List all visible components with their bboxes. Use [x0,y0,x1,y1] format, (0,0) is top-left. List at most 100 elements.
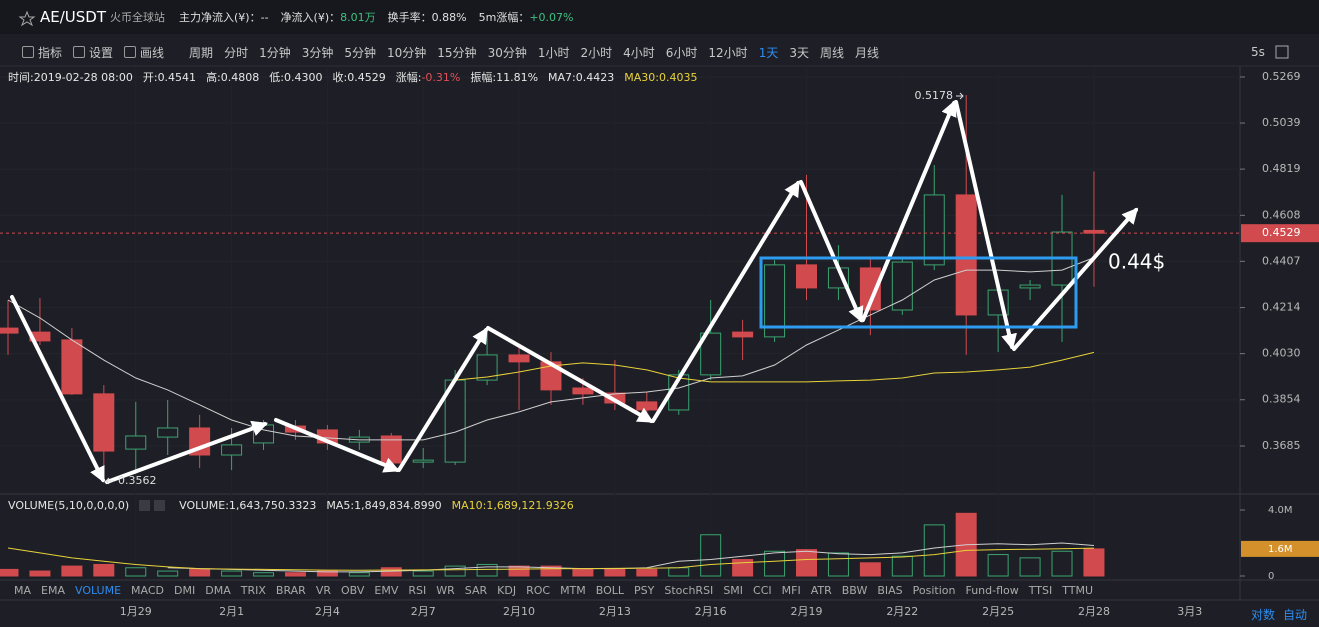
indicator[interactable]: TRIX [240,584,266,597]
ma-line [7,547,1095,571]
ma-line [167,542,1095,573]
candle-body [157,427,179,438]
indicator[interactable]: DMI [174,584,196,597]
indicator[interactable]: TTMU [1062,584,1094,597]
candle-body [0,327,19,334]
info-label: 高: [206,71,221,84]
indicator[interactable]: Fund-flow [965,584,1019,597]
period[interactable]: 分时 [224,45,249,60]
x-tick-label: 2月4 [315,605,340,618]
fullscreen-icon[interactable] [1275,45,1289,59]
indicator[interactable]: OBV [341,584,365,597]
volume-info: VOLUME(5,10,0,0,0,0) VOLUME:1,643,750.332… [8,496,574,514]
indicator[interactable]: SMI [723,584,744,597]
period[interactable]: 12小时 [708,45,748,60]
candle-body [508,354,530,363]
indicator[interactable]: ATR [810,584,832,597]
indicator[interactable]: VOLUME [74,584,122,597]
volume-bar [93,563,115,577]
info-value: 0.4035 [658,70,698,84]
period[interactable]: 2小时 [580,45,613,60]
period[interactable]: 1天 [758,45,779,60]
volume-bar [380,567,402,577]
indicator[interactable]: TTSI [1028,584,1053,597]
period[interactable]: 15分钟 [437,45,477,60]
info-label: MA30: [624,70,659,84]
refresh[interactable]: 5s [1251,45,1265,59]
period[interactable]: 10分钟 [387,45,427,60]
period[interactable]: 4小时 [623,45,655,60]
volume-tick-label: 4.0M [1268,505,1293,516]
period[interactable]: 1分钟 [259,45,291,60]
info-label: 时间: [8,71,34,84]
stat-value: 8.01万 [340,11,376,24]
tool[interactable]: 画线 [140,45,165,60]
x-tick-label: 2月28 [1078,605,1110,618]
stat-label: 净流入(¥)： [280,11,341,24]
indicator[interactable]: DMA [205,584,231,597]
y-tick-label: 0.4608 [1262,208,1301,221]
indicator[interactable]: WR [436,584,455,597]
tool[interactable]: 设置 [89,45,114,60]
period[interactable]: 6小时 [665,45,698,60]
indicator[interactable]: StochRSI [664,584,714,597]
period[interactable]: 周线 [819,45,844,60]
indicator[interactable]: ROC [526,584,551,597]
volume-bar [732,559,754,577]
indicator[interactable]: EMV [374,584,399,597]
period[interactable]: 1小时 [537,45,570,60]
toolbar-right: 5s [1251,38,1289,66]
indicator[interactable]: VR [315,584,331,597]
y-tick-label: 0.4030 [1262,347,1301,360]
x-tick-label: 2月7 [411,605,436,618]
drawn-box [759,256,1078,329]
indicator[interactable]: SAR [464,584,488,597]
info-value: 0.4529 [347,71,386,84]
period[interactable]: 3分钟 [301,45,334,60]
volume-bar [157,570,179,577]
volume-value: 1,643,750.3323 [228,498,317,512]
panel-button[interactable] [139,499,151,511]
scale-option[interactable]: 对数 [1251,607,1276,622]
volume-bar [764,550,786,577]
indicator[interactable]: BRAR [275,584,306,597]
indicator[interactable]: MA [14,584,32,597]
volume-bar [316,570,338,577]
last-price-tag [1241,224,1319,243]
period-label[interactable]: 周期 [189,45,214,60]
period[interactable]: 3天 [789,45,809,60]
stat-label: 5m涨幅： [478,11,530,24]
info-item: 涨幅:-0.31% [396,69,461,85]
volume-label: VOLUME: [179,498,229,512]
indicator[interactable]: BIAS [877,584,903,597]
period[interactable]: 月线 [854,45,879,60]
indicator[interactable]: MACD [131,584,165,597]
indicator[interactable]: EMA [41,584,65,597]
indicator[interactable]: Position [912,584,956,597]
info-bar: 时间:2019-02-28 08:00 开:0.4541 高:0.4808 低:0.4… [8,68,697,86]
indicator[interactable]: KDJ [497,584,517,597]
favorite-icon[interactable] [18,10,36,27]
indicator[interactable]: PSY [634,584,655,597]
volume-bar [61,565,83,577]
stat-label: 主力净流入(¥)： [179,11,261,24]
x-tick-label: 2月22 [886,605,918,618]
indicator[interactable]: MFI [781,584,801,597]
indicator[interactable]: MTM [560,584,586,597]
indicator[interactable]: BOLL [595,584,625,597]
indicator[interactable]: RSI [408,584,427,597]
indicator[interactable]: CCI [753,584,772,597]
panel-button[interactable] [154,499,166,511]
stat: 5m涨幅：+0.07% [479,9,574,25]
period[interactable]: 30分钟 [487,45,527,60]
indicator[interactable]: BBW [841,584,868,597]
volume-bar [29,570,51,577]
info-item: 开:0.4541 [143,69,196,85]
drawn-arrows [10,100,1139,484]
period[interactable]: 5分钟 [344,45,376,60]
tool[interactable]: 指标 [38,45,63,60]
scale-option[interactable]: 自动 [1283,607,1308,622]
header: AE/USDT 火币全球站 主力净流入(¥)：-- 净流入(¥)：8.01万 换手率… [40,0,574,34]
scale-options: 对数 自动 [1251,605,1307,623]
